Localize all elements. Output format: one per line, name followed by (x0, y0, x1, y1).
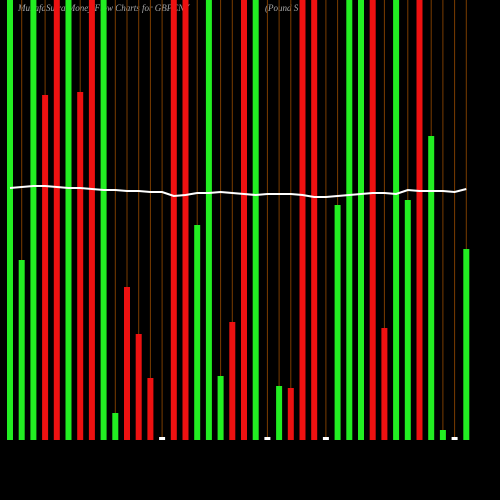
bar (416, 0, 423, 440)
bar (264, 437, 271, 440)
bar (217, 376, 224, 440)
bar (53, 0, 60, 440)
bar (346, 0, 353, 440)
bar (88, 0, 95, 440)
bar (311, 0, 318, 440)
bar (229, 322, 236, 440)
bar (30, 0, 37, 440)
bar (159, 437, 166, 440)
bar (369, 0, 376, 440)
bar (334, 205, 341, 440)
bar (287, 388, 294, 440)
bar (65, 0, 72, 440)
bar (170, 0, 177, 440)
bar (77, 92, 84, 440)
bar (276, 386, 283, 440)
bar (100, 0, 107, 440)
bar (252, 0, 259, 440)
bar (393, 0, 400, 440)
bar (451, 437, 458, 440)
bar (358, 0, 364, 440)
bar (381, 328, 388, 440)
bar (299, 0, 306, 440)
bar (7, 0, 13, 440)
bar (404, 200, 411, 440)
bar (42, 95, 49, 440)
bar (18, 260, 25, 440)
bar (241, 0, 247, 440)
bar (428, 136, 435, 440)
bar (147, 378, 154, 440)
chart-subtitle: (Pound S (265, 3, 299, 13)
bar (205, 0, 212, 440)
bar (463, 249, 470, 440)
line (9, 185, 467, 198)
bar (322, 437, 329, 440)
bar (124, 287, 130, 440)
bar (112, 413, 119, 440)
bar (182, 0, 189, 440)
bar (135, 334, 142, 440)
bar (194, 225, 201, 440)
bar (439, 430, 446, 440)
